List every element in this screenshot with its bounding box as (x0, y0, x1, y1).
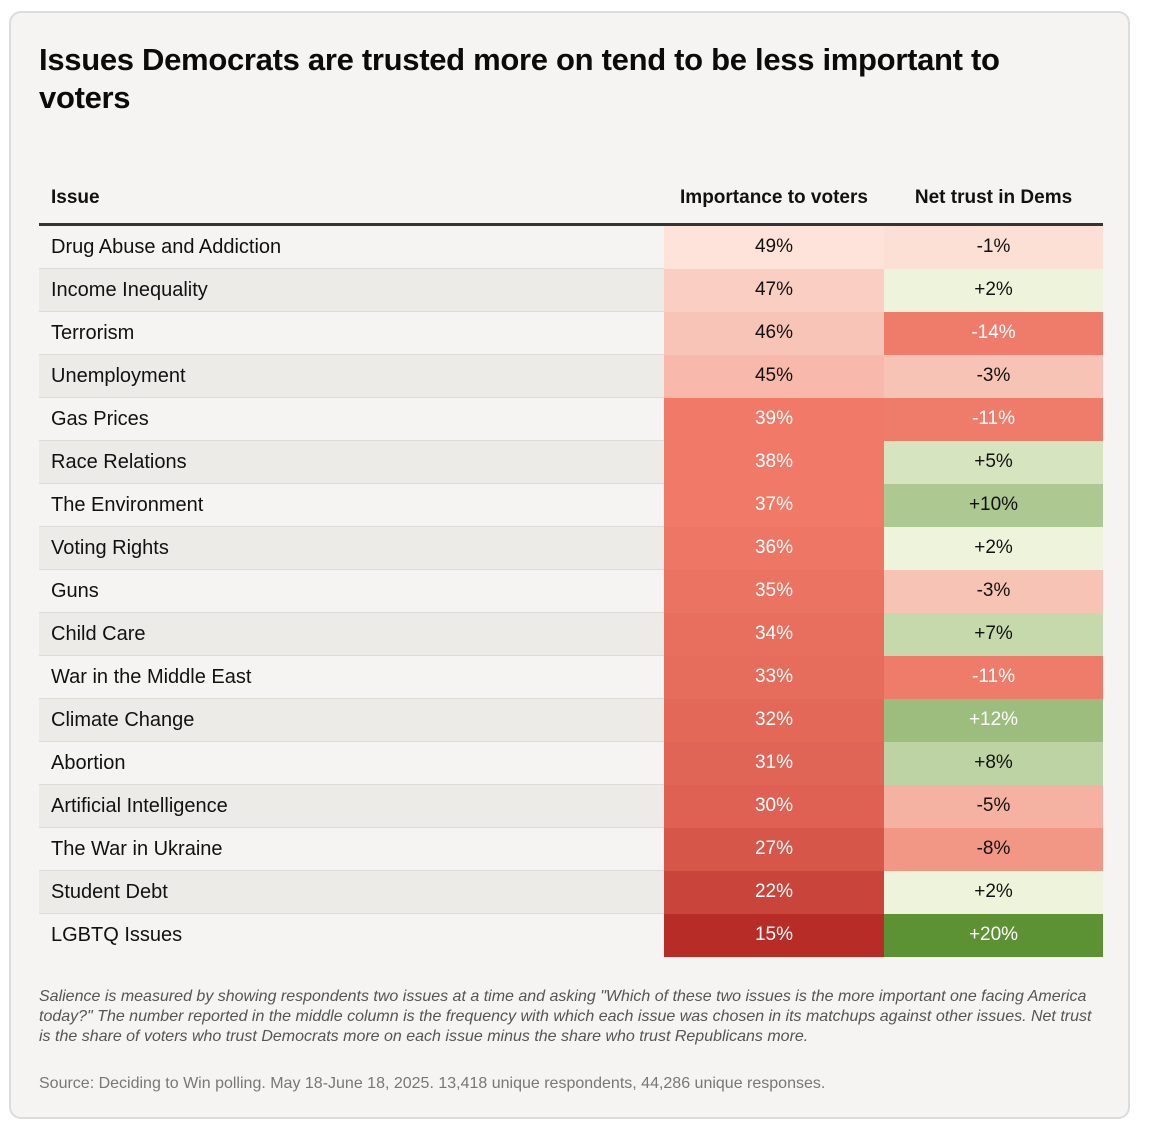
issue-label: Drug Abuse and Addiction (51, 236, 282, 258)
importance-cell: 45% (664, 355, 884, 398)
issue-label: LGBTQ Issues (51, 924, 183, 946)
issue-label: Artificial Intelligence (51, 795, 228, 817)
net-trust-cell: -8% (884, 828, 1103, 871)
table-header: Issue Importance to voters Net trust in … (39, 161, 1103, 226)
issue-label: Terrorism (51, 322, 135, 344)
issue-label: Gas Prices (51, 408, 149, 430)
table-row: The Environment 37% +10% (39, 484, 1103, 527)
table-row: Drug Abuse and Addiction 49% -1% (39, 226, 1103, 269)
importance-cell: 22% (664, 871, 884, 914)
net-trust-cell: +8% (884, 742, 1103, 785)
importance-cell: 49% (664, 226, 884, 269)
importance-cell: 35% (664, 570, 884, 613)
table-row: Guns 35% -3% (39, 570, 1103, 613)
importance-cell: 47% (664, 269, 884, 312)
issue-label: Race Relations (51, 451, 187, 473)
net-trust-cell: +10% (884, 484, 1103, 527)
net-trust-cell: -5% (884, 785, 1103, 828)
net-trust-cell: +5% (884, 441, 1103, 484)
net-trust-cell: +20% (884, 914, 1103, 957)
data-table: Issue Importance to voters Net trust in … (39, 161, 1103, 957)
table-row: Terrorism 46% -14% (39, 312, 1103, 355)
importance-cell: 38% (664, 441, 884, 484)
net-trust-cell: -14% (884, 312, 1103, 355)
importance-cell: 46% (664, 312, 884, 355)
issue-label: Student Debt (51, 881, 168, 903)
issue-label: Child Care (51, 623, 146, 645)
net-trust-cell: +2% (884, 871, 1103, 914)
importance-cell: 15% (664, 914, 884, 957)
chart-card: Issues Democrats are trusted more on ten… (9, 11, 1130, 1119)
table-row: The War in Ukraine 27% -8% (39, 828, 1103, 871)
net-trust-cell: +12% (884, 699, 1103, 742)
issue-label: The War in Ukraine (51, 838, 223, 860)
table-row: LGBTQ Issues 15% +20% (39, 914, 1103, 957)
net-trust-cell: -3% (884, 570, 1103, 613)
table-row: Climate Change 32% +12% (39, 699, 1103, 742)
issue-label: Unemployment (51, 365, 186, 387)
table-body: Drug Abuse and Addiction 49% -1% Income Ine… (39, 226, 1103, 957)
header-net-trust: Net trust in Dems (914, 187, 1073, 208)
issue-label: The Environment (51, 494, 204, 516)
issue-label: Guns (51, 580, 99, 602)
table-row: Student Debt 22% +2% (39, 871, 1103, 914)
net-trust-cell: +2% (884, 269, 1103, 312)
header-importance: Importance to voters (680, 187, 868, 208)
importance-cell: 37% (664, 484, 884, 527)
issue-label: War in the Middle East (51, 666, 252, 688)
importance-cell: 34% (664, 613, 884, 656)
table-row: Income Inequality 47% +2% (39, 269, 1103, 312)
issue-label: Income Inequality (51, 279, 208, 301)
issue-label: Abortion (51, 752, 126, 774)
table-row: War in the Middle East 33% -11% (39, 656, 1103, 699)
importance-cell: 27% (664, 828, 884, 871)
table-row: Voting Rights 36% +2% (39, 527, 1103, 570)
net-trust-cell: +7% (884, 613, 1103, 656)
table-row: Abortion 31% +8% (39, 742, 1103, 785)
issue-label: Voting Rights (51, 537, 169, 559)
net-trust-cell: -11% (884, 398, 1103, 441)
table-row: Race Relations 38% +5% (39, 441, 1103, 484)
net-trust-cell: +2% (884, 527, 1103, 570)
footnote: Salience is measured by showing responde… (39, 988, 1092, 1045)
importance-cell: 33% (664, 656, 884, 699)
importance-cell: 31% (664, 742, 884, 785)
table-row: Gas Prices 39% -11% (39, 398, 1103, 441)
net-trust-cell: -11% (884, 656, 1103, 699)
net-trust-cell: -3% (884, 355, 1103, 398)
header-issue: Issue (51, 187, 100, 208)
importance-cell: 32% (664, 699, 884, 742)
issue-label: Climate Change (51, 709, 195, 731)
table-row: Unemployment 45% -3% (39, 355, 1103, 398)
source-note: Source: Deciding to Win polling. May 18-… (39, 1075, 826, 1092)
table-row: Artificial Intelligence 30% -5% (39, 785, 1103, 828)
net-trust-cell: -1% (884, 226, 1103, 269)
importance-cell: 30% (664, 785, 884, 828)
chart-title: Issues Democrats are trusted more on ten… (39, 42, 1000, 115)
importance-cell: 36% (664, 527, 884, 570)
table-row: Child Care 34% +7% (39, 613, 1103, 656)
importance-cell: 39% (664, 398, 884, 441)
